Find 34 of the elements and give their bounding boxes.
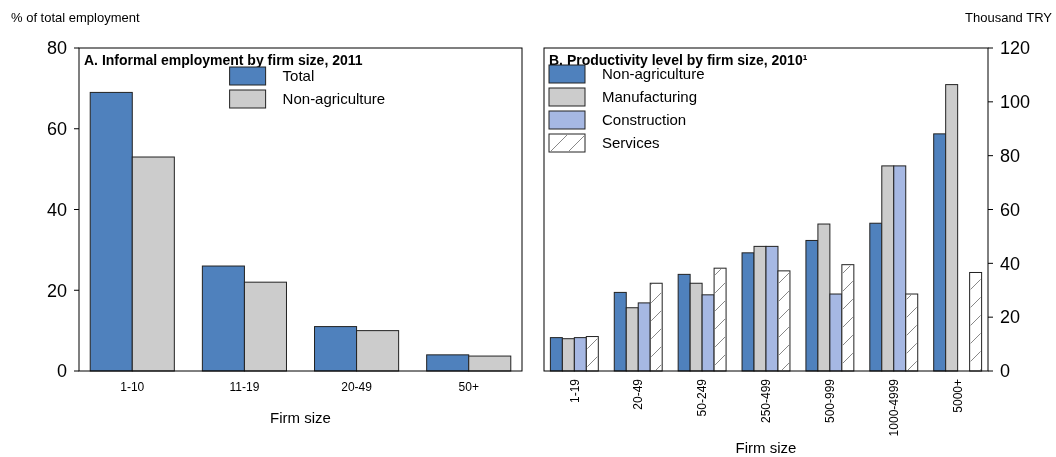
y2-tick-label: 100: [1000, 92, 1031, 113]
y-axis-title: % of total employment: [11, 10, 140, 25]
chart-title: B. Productivity level by firm size, 2010¹: [549, 52, 808, 68]
x-tick-label: 50-249: [695, 378, 710, 417]
x-axis-title: Firm size: [735, 439, 797, 456]
y-tick-label: 80: [46, 38, 67, 59]
chart-title: A. Informal employment by firm size, 2011: [84, 52, 363, 68]
x-tick-label: 1000-4999: [886, 378, 901, 437]
x-tick-label: 5000+: [950, 379, 965, 413]
y2-tick-label: 20: [1000, 307, 1021, 328]
y2-tick-label: 0: [1000, 361, 1011, 382]
y2-tick-label: 120: [1000, 38, 1031, 59]
x-tick-label: 1-10: [120, 380, 145, 394]
legend-label: Total: [282, 67, 315, 85]
x-tick-label: 50+: [458, 380, 479, 394]
x-axis-title: Firm size: [270, 409, 331, 426]
legend-label: Manufacturing: [602, 88, 698, 106]
x-tick-label: 250-499: [759, 378, 774, 424]
y2-axis-title: Thousand TRY: [965, 10, 1053, 25]
y2-tick-label: 80: [1000, 145, 1021, 166]
x-tick-label: 1-19: [567, 378, 582, 404]
x-tick-label: 20-49: [341, 380, 373, 394]
y2-tick-label: 60: [1000, 199, 1021, 220]
x-tick-label: 11-19: [229, 380, 260, 394]
y-tick-label: 40: [46, 199, 67, 220]
y-tick-label: 20: [46, 280, 67, 301]
y-tick-label: 60: [46, 119, 67, 140]
legend-label: Construction: [602, 111, 687, 129]
legend-label: Services: [602, 134, 660, 152]
x-tick-label: 20-49: [631, 378, 646, 410]
legend-label: Non-agriculture: [282, 90, 386, 108]
x-tick-label: 500-999: [823, 378, 838, 424]
y-tick-label: 0: [56, 361, 67, 382]
y2-tick-label: 40: [1000, 253, 1021, 274]
